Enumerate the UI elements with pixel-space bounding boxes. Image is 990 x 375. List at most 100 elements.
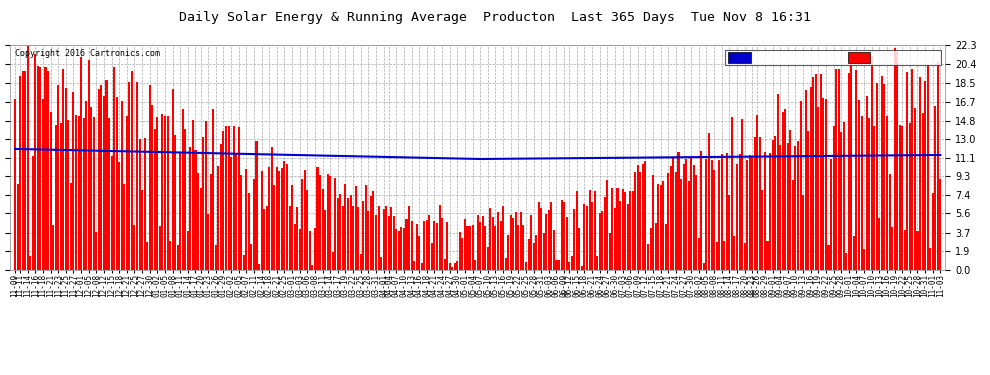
Bar: [258, 264, 260, 270]
Bar: [359, 254, 361, 270]
Bar: [766, 241, 768, 270]
Bar: [439, 205, 441, 270]
Bar: [424, 221, 426, 270]
Bar: [863, 249, 865, 270]
Bar: [599, 213, 601, 270]
Bar: [406, 219, 408, 270]
Bar: [252, 179, 255, 270]
Bar: [927, 65, 929, 270]
Text: Copyright 2016 Cartronics.com: Copyright 2016 Cartronics.com: [15, 50, 159, 58]
Bar: [716, 242, 718, 270]
Bar: [794, 146, 797, 270]
Bar: [142, 190, 144, 270]
Bar: [37, 66, 39, 270]
Bar: [912, 69, 914, 270]
Bar: [525, 262, 527, 270]
Bar: [865, 96, 867, 270]
Bar: [538, 202, 540, 270]
Bar: [192, 120, 194, 270]
Bar: [812, 76, 814, 270]
Bar: [718, 160, 720, 270]
Bar: [103, 96, 105, 270]
Bar: [364, 185, 367, 270]
Bar: [588, 190, 591, 270]
Bar: [810, 87, 812, 270]
Bar: [458, 232, 461, 270]
Bar: [553, 230, 555, 270]
Bar: [901, 126, 903, 270]
Bar: [296, 207, 298, 270]
Bar: [533, 243, 535, 270]
Bar: [411, 220, 413, 270]
Bar: [301, 179, 303, 270]
Bar: [860, 116, 862, 270]
Bar: [380, 257, 382, 270]
Bar: [494, 226, 497, 270]
Bar: [166, 116, 168, 270]
Bar: [734, 236, 736, 270]
Bar: [698, 237, 700, 270]
Bar: [555, 260, 557, 270]
Bar: [932, 193, 934, 270]
Bar: [899, 125, 901, 270]
Bar: [833, 126, 835, 270]
Bar: [685, 159, 687, 270]
Bar: [45, 67, 47, 270]
Bar: [260, 171, 262, 270]
Bar: [388, 216, 390, 270]
Bar: [782, 112, 784, 270]
Bar: [354, 186, 356, 270]
Bar: [169, 242, 171, 270]
Bar: [474, 260, 476, 270]
Bar: [818, 108, 820, 270]
Bar: [627, 204, 629, 270]
Bar: [70, 183, 72, 270]
Bar: [35, 54, 37, 270]
Bar: [742, 119, 743, 270]
Bar: [357, 207, 359, 270]
Bar: [565, 217, 567, 270]
Bar: [680, 179, 682, 270]
Bar: [675, 172, 677, 270]
Bar: [82, 118, 84, 270]
Bar: [731, 117, 733, 270]
Bar: [17, 184, 19, 270]
Bar: [759, 136, 761, 270]
Bar: [601, 211, 603, 270]
Bar: [408, 206, 410, 270]
Bar: [108, 118, 110, 270]
Bar: [713, 170, 715, 270]
Bar: [19, 76, 21, 270]
Bar: [434, 220, 436, 270]
Bar: [515, 212, 517, 270]
Bar: [836, 69, 838, 270]
Bar: [784, 109, 786, 270]
Bar: [179, 152, 181, 270]
Bar: [148, 85, 150, 270]
Bar: [14, 99, 16, 270]
Bar: [134, 225, 136, 270]
Bar: [878, 218, 880, 270]
Bar: [461, 237, 463, 270]
Bar: [624, 192, 626, 270]
Bar: [223, 130, 225, 270]
Bar: [489, 209, 491, 270]
Bar: [54, 125, 56, 270]
Bar: [802, 195, 804, 270]
Bar: [466, 226, 468, 270]
Bar: [337, 198, 339, 270]
Bar: [111, 156, 113, 270]
Bar: [672, 158, 674, 270]
Bar: [451, 267, 453, 270]
Bar: [883, 84, 885, 270]
Bar: [375, 214, 377, 270]
Bar: [205, 121, 207, 270]
Bar: [774, 136, 776, 270]
Bar: [182, 109, 184, 270]
Bar: [682, 164, 685, 270]
Bar: [281, 168, 283, 270]
Bar: [322, 189, 324, 270]
Bar: [453, 263, 455, 270]
Bar: [881, 76, 883, 270]
Bar: [888, 174, 891, 270]
